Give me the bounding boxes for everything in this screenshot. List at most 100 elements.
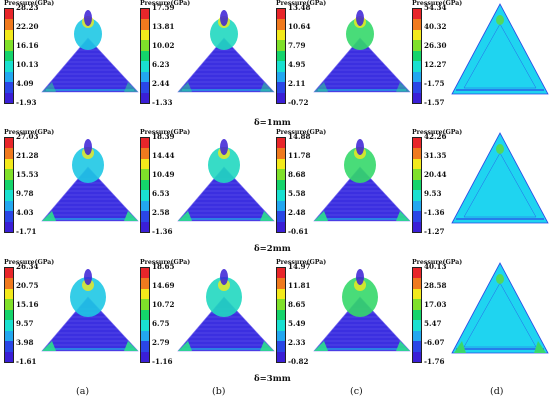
colorbar-band	[141, 309, 149, 321]
colorbar-band	[277, 148, 285, 160]
column-label-a: (a)	[76, 386, 90, 397]
colorbar-title: Pressure(GPa)	[140, 259, 191, 266]
colorbar-tick: -1.27	[424, 227, 445, 236]
colorbar-band	[413, 268, 421, 279]
colorbar-tick: 6.53	[152, 189, 170, 198]
colorbar-band	[141, 351, 149, 362]
colorbar-tick: 5.47	[424, 319, 442, 328]
colorbar	[412, 8, 422, 104]
colorbar-title: Pressure(GPa)	[276, 259, 327, 266]
colorbar-tick: 40.13	[424, 262, 447, 271]
sim-corner-left	[178, 341, 192, 351]
colorbar-band	[277, 309, 285, 321]
colorbar-tick: 10.72	[152, 300, 175, 309]
colorbar-tick: 10.02	[152, 41, 175, 50]
colorbar-band	[141, 9, 149, 20]
colorbar-tick: 14.69	[152, 281, 175, 290]
colorbar-band	[277, 40, 285, 52]
colorbar-band	[5, 200, 13, 212]
colorbar	[4, 137, 14, 233]
panel-row3-col-d: Pressure(GPa) 40.13 28.58 17.03 5.47 -6.…	[408, 259, 549, 367]
colorbar-tick: 9.78	[16, 189, 34, 198]
colorbar-tick: 9.53	[424, 189, 442, 198]
colorbar-band	[5, 40, 13, 52]
sim-corner-left	[454, 341, 466, 353]
colorbar-tick: 8.65	[288, 300, 306, 309]
sim-main-region	[451, 262, 549, 354]
colorbar-band	[141, 50, 149, 62]
colorbar-title: Pressure(GPa)	[412, 0, 463, 7]
colorbar-band	[277, 9, 285, 20]
colorbar-band	[5, 278, 13, 290]
colorbar-tick: 14.88	[288, 132, 311, 141]
colorbar-band	[277, 158, 285, 170]
colorbar-band	[413, 330, 421, 342]
colorbar-tick: -1.16	[152, 357, 173, 366]
sim-inner-contour	[463, 23, 537, 89]
colorbar-tick: -1.71	[16, 227, 37, 236]
colorbar-tick: 17.59	[152, 3, 175, 12]
colorbar-band	[413, 29, 421, 41]
colorbar	[276, 137, 286, 233]
column-label-b: (b)	[212, 386, 226, 397]
colorbar-band	[141, 148, 149, 160]
colorbar-band	[5, 179, 13, 191]
colorbar-band	[141, 299, 149, 311]
panel-row1-col-a: Pressure(GPa) 28.23 22.20 16.16 10.13 4.…	[0, 0, 139, 108]
colorbar-tick: 15.53	[16, 170, 39, 179]
colorbar-band	[413, 82, 421, 94]
sim-inner-contour	[463, 152, 537, 218]
colorbar-tick: 2.44	[152, 79, 170, 88]
colorbar-tick: 28.58	[424, 281, 447, 290]
sim-corner-left	[314, 82, 328, 92]
pressure-contour-plot	[451, 132, 549, 224]
panel-row1-col-d: Pressure(GPa) 54.34 40.32 26.30 12.27 -1…	[408, 0, 549, 108]
colorbar-tick: 4.95	[288, 60, 306, 69]
panel-row3-col-a: Pressure(GPa) 26.34 20.75 15.16 9.57 3.9…	[0, 259, 139, 367]
sim-corner-left	[314, 211, 328, 221]
colorbar-tick: 2.58	[152, 208, 170, 217]
pressure-contour-plot	[451, 3, 549, 95]
colorbar-band	[413, 309, 421, 321]
colorbar	[276, 267, 286, 363]
colorbar-band	[5, 92, 13, 103]
row-label: δ=3mm	[254, 374, 291, 384]
colorbar-band	[277, 268, 285, 279]
colorbar-tick: 2.11	[288, 79, 306, 88]
colorbar-band	[141, 169, 149, 181]
pressure-contour-plot	[177, 139, 275, 222]
sim-peak-region	[496, 144, 504, 154]
colorbar-band	[141, 330, 149, 342]
sim-corner-right	[534, 341, 546, 353]
colorbar-band	[277, 19, 285, 31]
row-label: δ=1mm	[254, 118, 291, 128]
sim-main-region	[313, 296, 411, 352]
panel-row2-col-c: Pressure(GPa) 14.88 11.78 8.68 5.58 2.48…	[272, 129, 411, 237]
pressure-contour-plot	[41, 139, 139, 222]
colorbar-band	[413, 299, 421, 311]
sim-main-region	[41, 166, 139, 222]
colorbar	[412, 267, 422, 363]
colorbar-tick: 11.81	[288, 281, 311, 290]
colorbar-tick: 28.23	[16, 3, 39, 12]
panel-row3-col-b: Pressure(GPa) 18.65 14.69 10.72 6.75 2.7…	[136, 259, 275, 367]
panel-row2-col-b: Pressure(GPa) 18.39 14.44 10.49 6.53 2.5…	[136, 129, 275, 237]
colorbar-tick: 3.98	[16, 338, 34, 347]
colorbar-band	[413, 190, 421, 202]
colorbar-tick: 14.97	[288, 262, 311, 271]
colorbar	[140, 8, 150, 104]
sim-corner-left	[178, 82, 192, 92]
sim-corner-right	[124, 341, 138, 351]
colorbar-tick: 16.16	[16, 41, 39, 50]
colorbar-tick: 22.20	[16, 22, 39, 31]
colorbar-band	[277, 29, 285, 41]
sim-main-region	[41, 37, 139, 93]
colorbar-tick: -1.36	[424, 208, 445, 217]
colorbar-tick: 6.23	[152, 60, 170, 69]
colorbar-band	[5, 50, 13, 62]
pressure-contour-plot	[41, 269, 139, 352]
column-label-d: (d)	[490, 386, 504, 397]
sim-pressure-plume	[210, 18, 238, 50]
colorbar-tick: 26.34	[16, 262, 39, 271]
colorbar-band	[413, 19, 421, 31]
